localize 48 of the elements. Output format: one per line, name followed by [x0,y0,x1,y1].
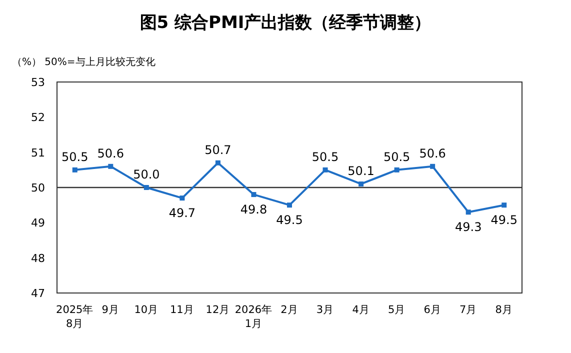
x-tick-label: 10月 [134,304,159,316]
y-tick-label: 48 [31,252,45,265]
point [108,164,114,169]
y-axis-title: （%） 50%=与上月比较无变化 [12,56,156,68]
data-label: 49.8 [240,202,268,217]
y-tick-label: 52 [31,111,45,124]
x-tick-label: 6月 [424,304,442,316]
x-tick-label: 12月 [206,304,230,316]
x-tick-label: 11月 [170,304,194,316]
data-label: 50.6 [419,146,446,160]
point [180,196,185,201]
point [394,167,400,172]
data-label: 49.7 [168,206,196,220]
point [251,192,256,198]
x-tick-label: 5月 [388,304,406,316]
x-tick-label: 9月 [102,304,120,316]
point [322,167,328,172]
point [466,210,471,215]
point [287,202,292,208]
data-label: 50.7 [204,142,232,157]
point [215,160,220,166]
y-tick-label: 49 [31,216,45,230]
point [358,181,364,186]
data-label: 50.5 [312,150,339,164]
data-label: 50.0 [133,168,160,182]
data-label: 50.6 [97,146,124,160]
point [72,167,78,172]
x-tick-label: 8月 [495,304,513,316]
y-tick-label: 51 [31,146,45,160]
point [502,202,507,208]
x-tick-label: 3月 [316,304,334,316]
y-tick-label: 50 [31,182,45,194]
data-label: 50.5 [383,150,410,164]
x-tick-label: 7月 [460,304,478,316]
x-tick-label: 4月 [352,304,370,316]
x-tick-label: 2月 [280,304,298,316]
data-label: 49.5 [490,213,518,228]
data-label: 50.1 [348,164,374,178]
x-tick-label: 2026年 1月 [234,304,273,330]
x-tick-label: 2025年 8月 [56,304,94,330]
data-label: 49.3 [454,220,482,234]
y-tick-label: 53 [31,76,45,89]
data-label: 50.5 [62,150,88,164]
y-tick-label: 47 [31,287,45,300]
point [144,185,149,190]
point [430,164,436,169]
chart-title: 图5 综合PMI产出指数（经季节调整） [140,13,432,33]
data-label: 49.5 [276,213,303,228]
